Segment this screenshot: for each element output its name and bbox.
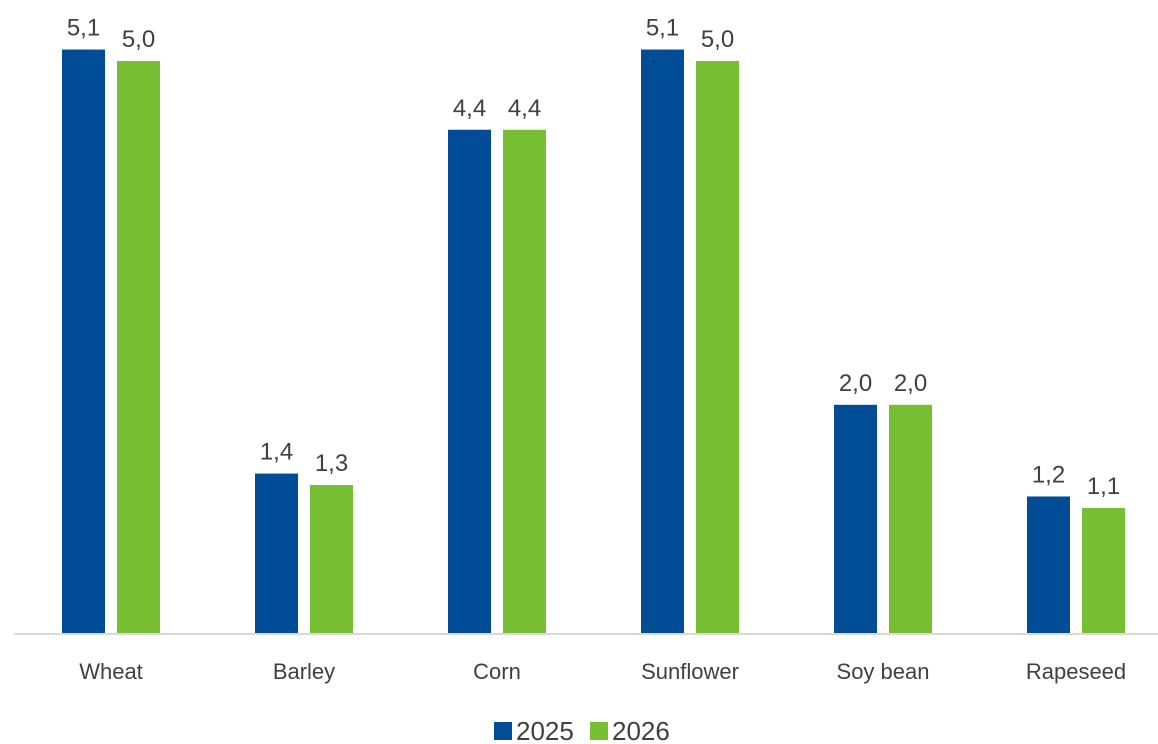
category-label: Soy bean	[837, 659, 930, 684]
bar-corn-2025	[448, 129, 491, 634]
category-label: Wheat	[79, 659, 143, 684]
value-label: 5,0	[122, 26, 155, 53]
category-label: Rapeseed	[1026, 659, 1126, 684]
bar-wheat-2025	[62, 49, 105, 635]
bar-wheat-2026	[117, 61, 160, 634]
value-label: 4,4	[508, 95, 541, 122]
value-label: 5,1	[67, 15, 100, 42]
category-label: Sunflower	[641, 659, 739, 684]
value-label: 2,0	[839, 370, 872, 397]
category-label: Barley	[273, 659, 335, 684]
bar-barley-2026	[310, 485, 353, 634]
value-label: 2,0	[894, 370, 927, 397]
value-label: 5,1	[646, 15, 679, 42]
legend-swatch-2025	[494, 722, 512, 740]
category-labels-group: Wheat Barley Corn Sunflower Soy bean Rapeseed	[79, 659, 1126, 684]
category-label: Corn	[473, 659, 521, 684]
value-labels-group: 5,1 5,0 1,4 1,3 4,4 4,4 5,1 5,0 2,0 2,0 1,2 1,1	[67, 15, 1120, 500]
value-label: 1,3	[315, 450, 348, 477]
bars-group	[62, 49, 1125, 635]
value-label: 1,1	[1087, 473, 1120, 500]
value-label: 1,4	[260, 439, 293, 466]
bar-corn-2026	[503, 129, 546, 634]
legend: 2025 2026	[494, 716, 670, 744]
value-label: 5,0	[701, 26, 734, 53]
bar-sunflower-2026	[696, 61, 739, 634]
legend-label-2025: 2025	[516, 716, 574, 744]
bar-rapeseed-2026	[1082, 507, 1125, 634]
bar-sunflower-2025	[641, 49, 684, 635]
value-label: 1,2	[1032, 461, 1065, 488]
legend-label-2026: 2026	[612, 716, 670, 744]
bar-soy-bean-2025	[834, 404, 877, 634]
bar-soy-bean-2026	[889, 404, 932, 634]
legend-swatch-2026	[590, 722, 608, 740]
value-label: 4,4	[453, 95, 486, 122]
bar-barley-2025	[255, 473, 298, 634]
bar-rapeseed-2025	[1027, 496, 1070, 634]
